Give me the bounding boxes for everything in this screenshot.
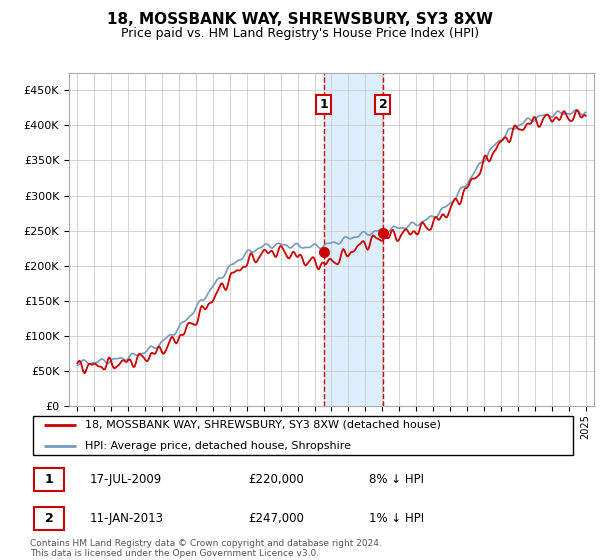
Text: 18, MOSSBANK WAY, SHREWSBURY, SY3 8XW: 18, MOSSBANK WAY, SHREWSBURY, SY3 8XW	[107, 12, 493, 27]
Text: 8% ↓ HPI: 8% ↓ HPI	[368, 473, 424, 486]
Text: 1: 1	[45, 473, 53, 486]
Text: 2: 2	[45, 512, 53, 525]
Text: £247,000: £247,000	[248, 512, 304, 525]
FancyBboxPatch shape	[33, 416, 573, 455]
Text: 2: 2	[379, 98, 388, 111]
Text: HPI: Average price, detached house, Shropshire: HPI: Average price, detached house, Shro…	[85, 441, 350, 451]
Text: 1% ↓ HPI: 1% ↓ HPI	[368, 512, 424, 525]
Text: Contains HM Land Registry data © Crown copyright and database right 2024.
This d: Contains HM Land Registry data © Crown c…	[30, 539, 382, 558]
Text: Price paid vs. HM Land Registry's House Price Index (HPI): Price paid vs. HM Land Registry's House …	[121, 27, 479, 40]
FancyBboxPatch shape	[34, 507, 64, 530]
Text: 1: 1	[319, 98, 328, 111]
Text: £220,000: £220,000	[248, 473, 304, 486]
Text: 17-JUL-2009: 17-JUL-2009	[90, 473, 163, 486]
FancyBboxPatch shape	[34, 468, 64, 491]
Text: 18, MOSSBANK WAY, SHREWSBURY, SY3 8XW (detached house): 18, MOSSBANK WAY, SHREWSBURY, SY3 8XW (d…	[85, 420, 440, 430]
Bar	[324, 73, 383, 406]
Text: 11-JAN-2013: 11-JAN-2013	[90, 512, 164, 525]
